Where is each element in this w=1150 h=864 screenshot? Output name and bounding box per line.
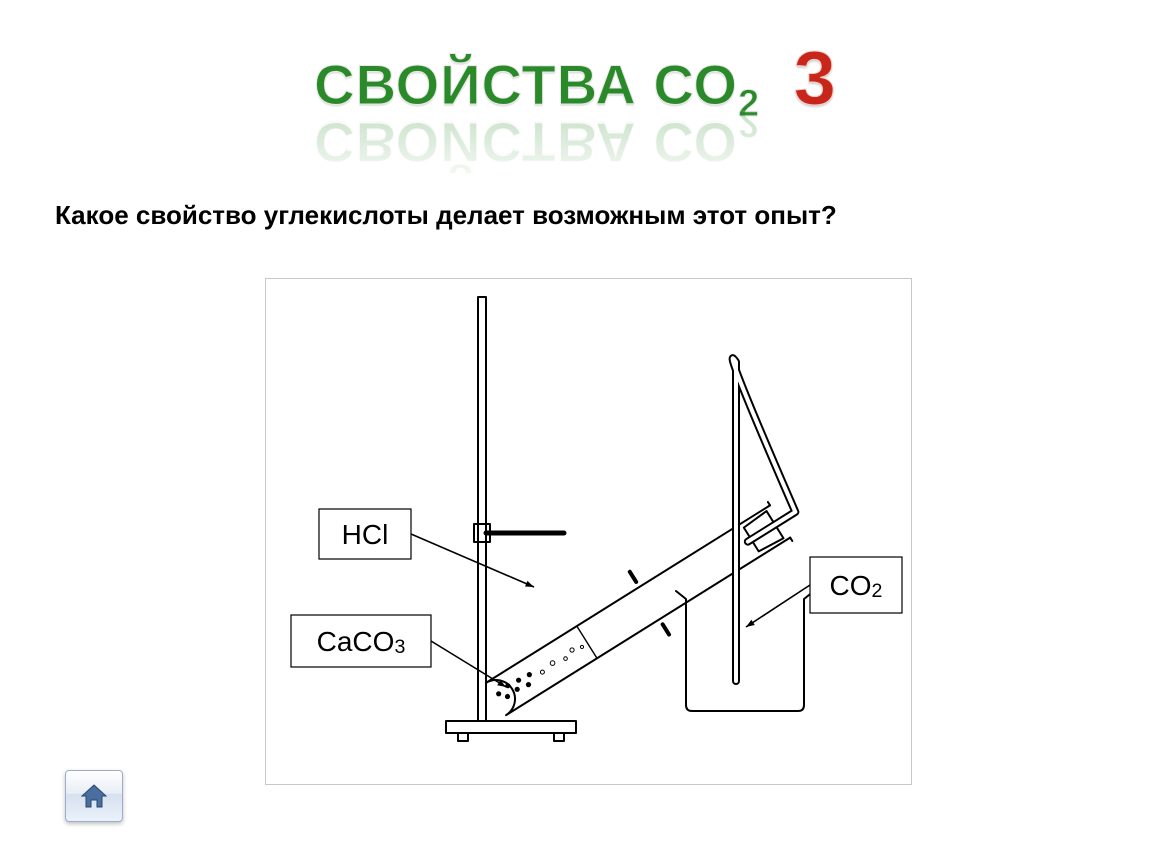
title-subscript: 2 [738,83,759,125]
title-main: СВОЙСТВА СО [314,53,738,116]
home-icon [79,783,109,809]
home-button[interactable] [65,770,123,822]
page-title: СВОЙСТВА СО2 3 [0,35,1150,122]
svg-text:HCl: HCl [342,519,389,550]
question-text: Какое свойство углекислоты делает возмож… [55,200,837,231]
title-number: 3 [794,36,836,121]
experiment-diagram: HClCaCO3CO2 [265,278,912,785]
svg-text:CaCO3: CaCO3 [317,626,406,659]
